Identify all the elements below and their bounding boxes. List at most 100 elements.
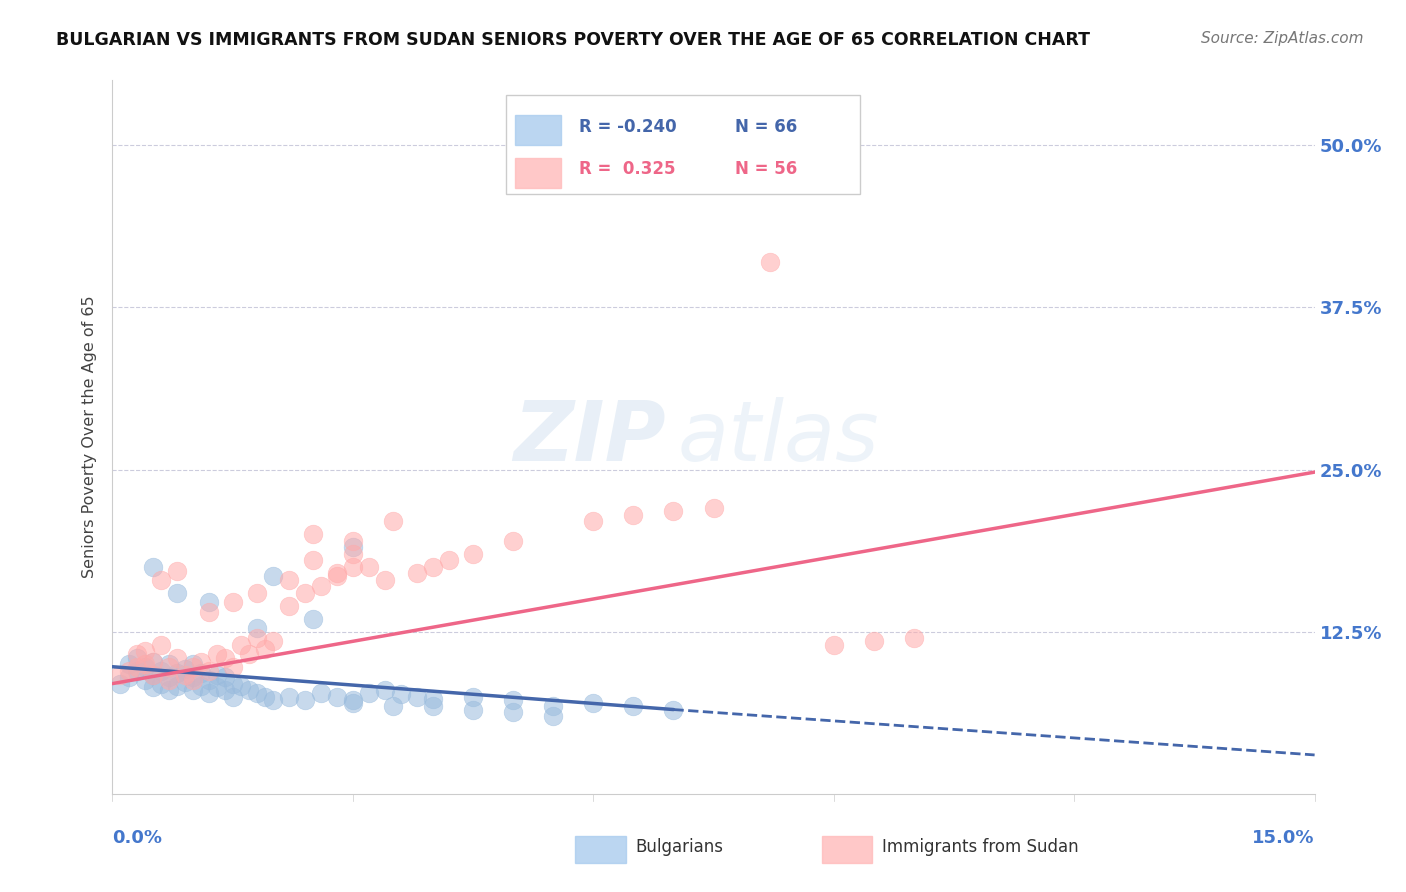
Point — [422, 692, 444, 706]
Text: Bulgarians: Bulgarians — [636, 838, 724, 856]
Point — [134, 644, 156, 658]
Point — [502, 705, 524, 719]
Point — [197, 595, 219, 609]
Point — [342, 696, 364, 710]
Point — [342, 559, 364, 574]
Point — [166, 586, 188, 600]
Point — [621, 508, 644, 522]
Point — [157, 659, 180, 673]
Text: 0.0%: 0.0% — [112, 829, 163, 847]
Point — [357, 686, 380, 700]
Text: N = 66: N = 66 — [735, 118, 797, 136]
Point — [294, 586, 316, 600]
Point — [422, 698, 444, 713]
Point — [214, 650, 236, 665]
Point — [758, 255, 780, 269]
Point — [461, 547, 484, 561]
Point — [277, 599, 299, 613]
Point — [502, 533, 524, 548]
Point — [166, 666, 188, 681]
Point — [214, 670, 236, 684]
Point — [262, 633, 284, 648]
Point — [357, 559, 380, 574]
Point — [262, 569, 284, 583]
Point — [374, 683, 396, 698]
Point — [621, 698, 644, 713]
Point — [662, 504, 685, 518]
Point — [181, 673, 204, 687]
Text: N = 56: N = 56 — [735, 161, 797, 178]
Point — [406, 690, 429, 704]
Point — [181, 657, 204, 672]
Point — [277, 690, 299, 704]
Point — [253, 641, 276, 656]
Point — [181, 683, 204, 698]
Point — [197, 673, 219, 687]
Point — [166, 679, 188, 693]
Point — [543, 709, 565, 723]
Bar — [575, 836, 626, 863]
Text: Source: ZipAtlas.com: Source: ZipAtlas.com — [1201, 31, 1364, 46]
Bar — [515, 115, 561, 145]
Point — [149, 638, 172, 652]
Point — [197, 605, 219, 619]
Point — [141, 655, 163, 669]
Point — [437, 553, 460, 567]
Bar — [821, 836, 872, 863]
Point — [823, 638, 845, 652]
Point — [326, 569, 349, 583]
Point — [166, 564, 188, 578]
Point — [382, 698, 405, 713]
Point — [134, 659, 156, 673]
Text: ZIP: ZIP — [513, 397, 665, 477]
Text: R =  0.325: R = 0.325 — [579, 161, 675, 178]
Point — [309, 579, 332, 593]
FancyBboxPatch shape — [506, 95, 860, 194]
Point — [141, 655, 163, 669]
Text: BULGARIAN VS IMMIGRANTS FROM SUDAN SENIORS POVERTY OVER THE AGE OF 65 CORRELATIO: BULGARIAN VS IMMIGRANTS FROM SUDAN SENIO… — [56, 31, 1090, 49]
Point — [117, 670, 139, 684]
Point — [157, 673, 180, 687]
Point — [222, 676, 245, 690]
Point — [173, 667, 195, 681]
Point — [302, 553, 325, 567]
Point — [662, 702, 685, 716]
Text: Immigrants from Sudan: Immigrants from Sudan — [882, 838, 1078, 856]
Point — [246, 586, 269, 600]
Point — [246, 621, 269, 635]
Point — [205, 667, 228, 681]
Point — [157, 670, 180, 684]
Point — [134, 673, 156, 687]
Point — [582, 515, 605, 529]
Point — [702, 501, 725, 516]
Point — [205, 681, 228, 695]
Point — [190, 666, 212, 681]
Point — [406, 566, 429, 581]
Point — [342, 547, 364, 561]
Point — [190, 655, 212, 669]
Point — [117, 657, 139, 672]
Point — [214, 683, 236, 698]
Point — [181, 670, 204, 684]
Point — [238, 647, 260, 661]
Point — [229, 638, 252, 652]
Point — [543, 698, 565, 713]
Point — [302, 527, 325, 541]
Point — [326, 690, 349, 704]
Point — [326, 566, 349, 581]
Point — [125, 650, 148, 665]
Point — [389, 687, 412, 701]
Point — [134, 657, 156, 672]
Point — [294, 693, 316, 707]
Point — [173, 675, 195, 690]
Point — [262, 693, 284, 707]
Point — [582, 696, 605, 710]
Point — [374, 573, 396, 587]
Point — [342, 693, 364, 707]
Point — [205, 647, 228, 661]
Point — [222, 690, 245, 704]
Point — [277, 573, 299, 587]
Point — [502, 693, 524, 707]
Text: atlas: atlas — [678, 397, 879, 477]
Point — [342, 533, 364, 548]
